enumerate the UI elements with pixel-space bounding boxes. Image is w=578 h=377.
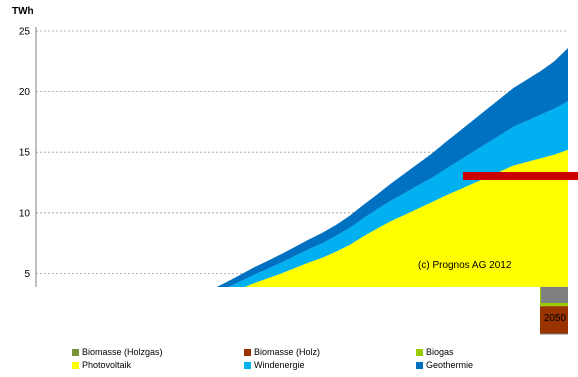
legend-item-biomasse-holz: Biomasse (Holz) xyxy=(244,347,416,357)
y-tick-label: 5 xyxy=(24,269,30,280)
copyright-annotation: (c) Prognos AG 2012 xyxy=(418,260,512,271)
legend-label: Windenergie xyxy=(254,360,305,370)
legend-item-windenergie: Windenergie xyxy=(244,360,416,370)
y-tick-label: 25 xyxy=(19,27,31,38)
legend-label: Biomasse (Holz) xyxy=(254,347,321,357)
y-tick-label: 15 xyxy=(19,148,31,159)
legend-item-biogas: Biogas xyxy=(416,347,566,357)
red-marker-bar xyxy=(463,172,578,180)
legend-label: Biomasse (Holzgas) xyxy=(82,347,163,357)
y-tick-labels: 5 10 15 20 25 xyxy=(19,27,31,280)
legend-label: Photovoltaik xyxy=(82,360,132,370)
legend-swatch xyxy=(416,361,423,369)
legend-item-photovoltaik: Photovoltaik xyxy=(72,360,244,370)
area-photovoltaik xyxy=(36,149,568,334)
legend-label: Biogas xyxy=(426,347,454,357)
legend-swatch xyxy=(244,361,251,369)
legend-swatch xyxy=(72,348,79,356)
legend-swatch xyxy=(416,348,423,356)
y-axis-label: TWh xyxy=(12,6,34,17)
legend-swatch xyxy=(244,348,251,356)
y-tick-label: 10 xyxy=(19,208,31,219)
y-tick-label: 20 xyxy=(19,87,31,98)
x-tick-label-2050: 2050 xyxy=(544,313,567,324)
legend-item-geothermie: Geothermie xyxy=(416,360,566,370)
legend-item-biomasse-holzgas: Biomasse (Holzgas) xyxy=(72,347,244,357)
legend: Biomasse (Holzgas) Biomasse (Holz) Bioga… xyxy=(72,347,572,370)
white-overlay-box xyxy=(18,287,540,342)
legend-swatch xyxy=(72,361,79,369)
legend-label: Geothermie xyxy=(426,360,474,370)
gray-overlay-box xyxy=(541,287,568,303)
